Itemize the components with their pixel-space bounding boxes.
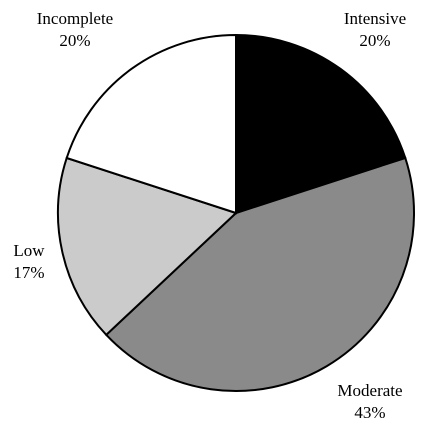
slice-label: Intensive (343, 9, 407, 28)
slice-value-label: 17% (13, 263, 45, 282)
pie-slice-low (57, 156, 238, 337)
pie-slice-intensive (235, 33, 407, 215)
label-moderate: Moderate 43% (325, 380, 415, 424)
slice-label: Low (13, 241, 45, 260)
slice-value-label: 20% (359, 31, 391, 50)
slice-value-label: 20% (59, 31, 91, 50)
label-incomplete: Incomplete 20% (20, 8, 130, 52)
pie-slice-incomplete (65, 33, 237, 215)
slice-label: Incomplete (36, 9, 114, 28)
slice-label: Moderate (337, 381, 403, 400)
label-low: Low 17% (4, 240, 54, 284)
label-intensive: Intensive 20% (330, 8, 420, 52)
pie-slice-moderate (104, 156, 416, 392)
slice-value-label: 43% (354, 403, 386, 422)
